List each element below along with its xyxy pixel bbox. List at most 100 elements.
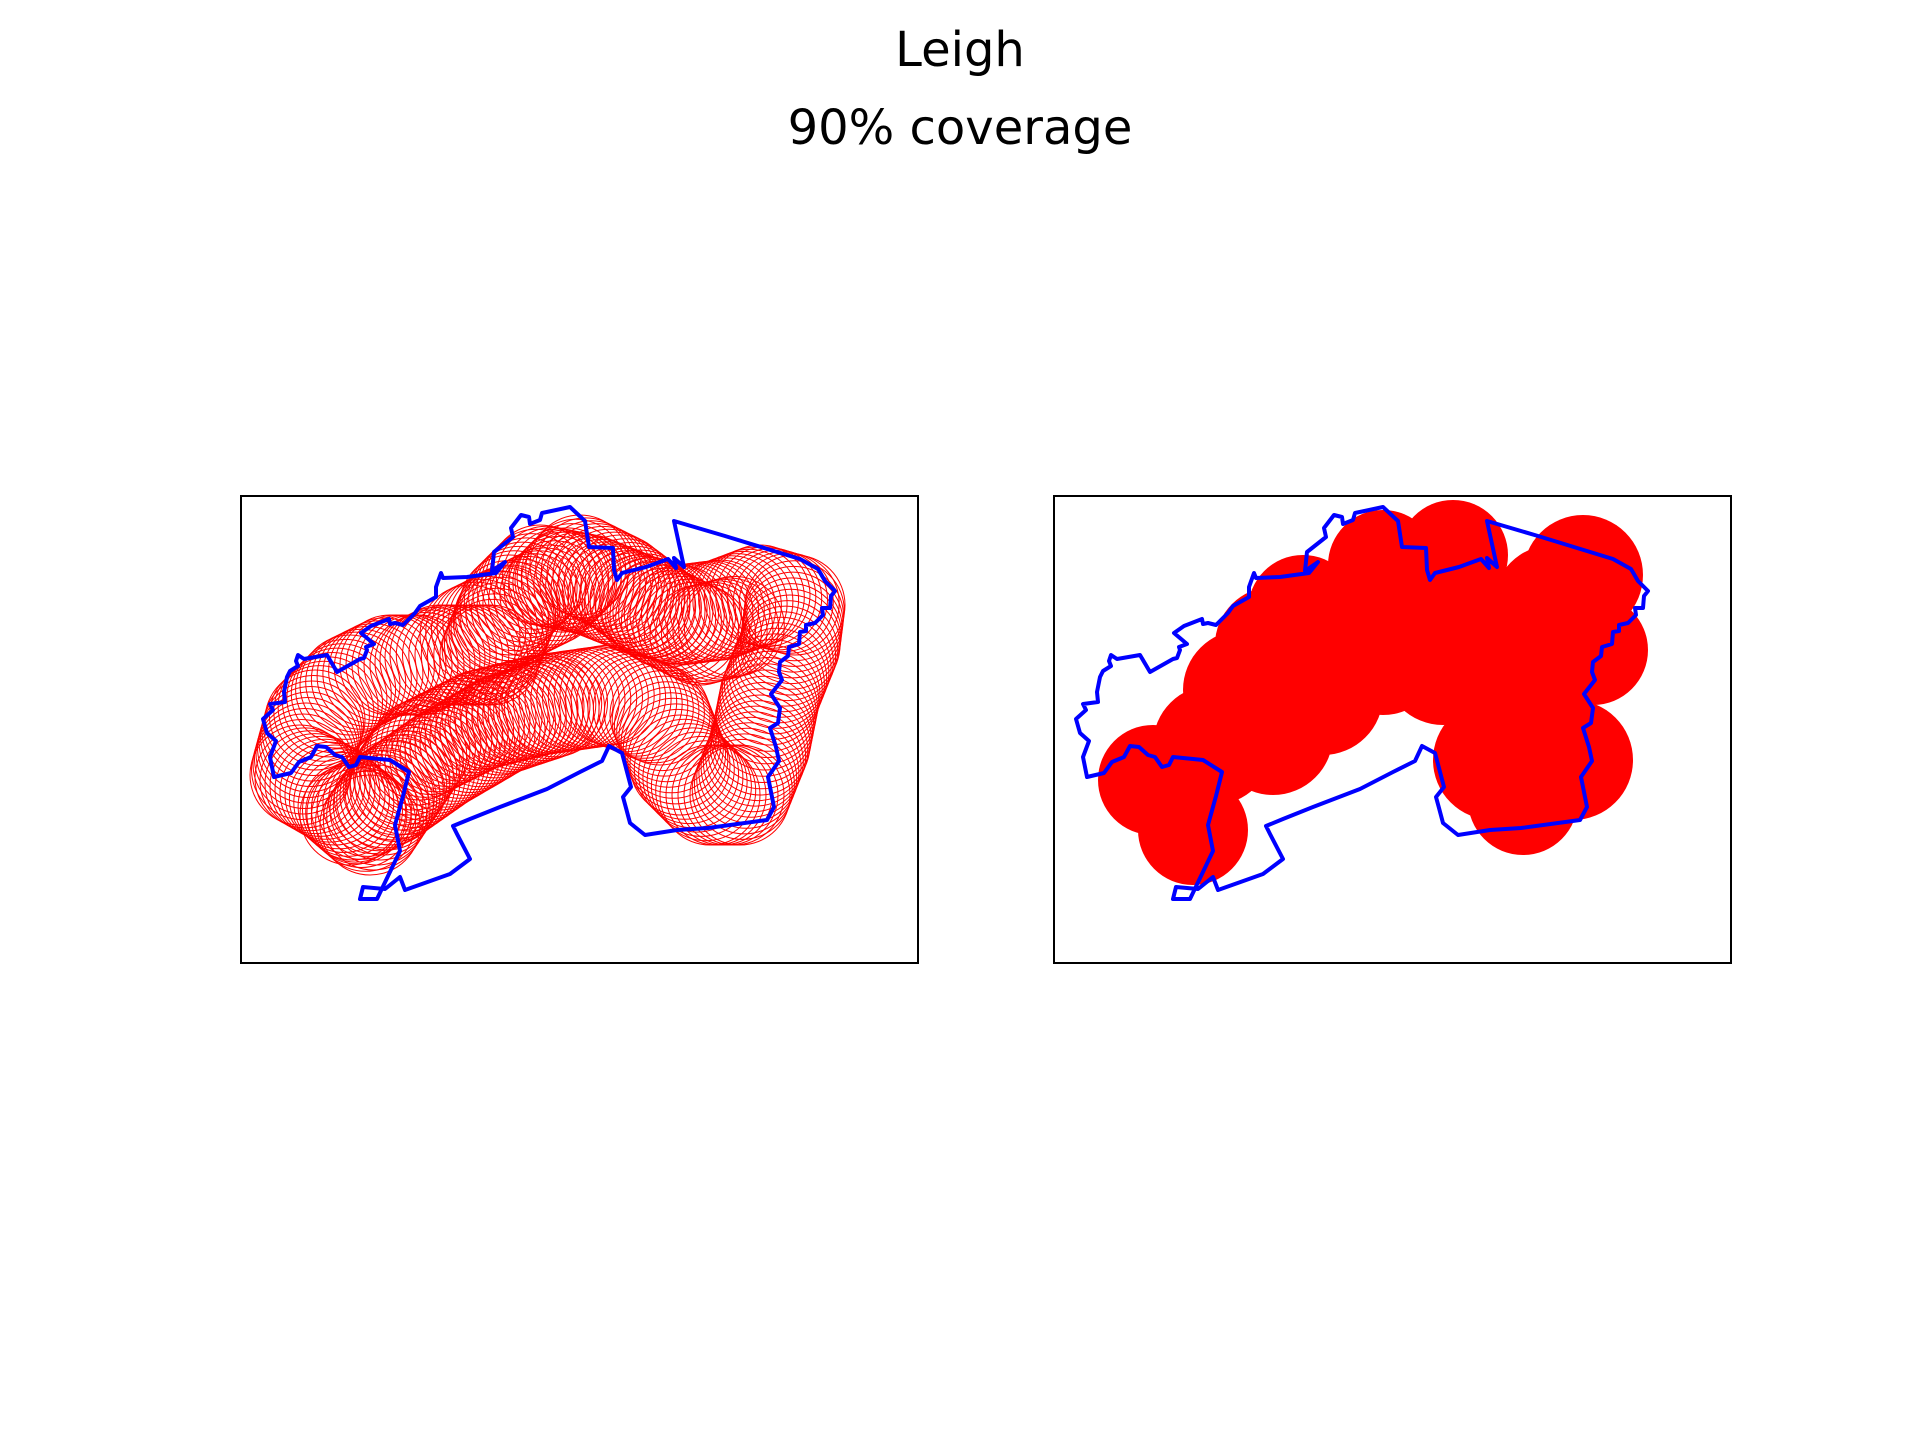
- coverage-circle: [693, 733, 795, 835]
- coverage-circle: [512, 531, 614, 633]
- coverage-circle: [260, 686, 361, 787]
- coverage-circle: [299, 634, 401, 736]
- coverage-circle: [569, 534, 671, 636]
- coverage-circle: [487, 661, 589, 763]
- coverage-circle: [508, 535, 610, 637]
- coverage-circle: [666, 580, 768, 682]
- figure-title: Leigh: [895, 22, 1025, 78]
- coverage-circle: [482, 663, 584, 765]
- coverage-circle: [286, 647, 388, 749]
- coverage-circle: [333, 747, 435, 849]
- figure-subtitle: 90% coverage: [787, 100, 1133, 156]
- coverage-circle: [322, 753, 424, 855]
- coverage-circle: [625, 703, 727, 805]
- coverage-circle: [615, 567, 717, 669]
- coverage-circle: [471, 667, 573, 769]
- coverage-circle: [579, 542, 681, 643]
- coverage-circle: [650, 735, 752, 837]
- coverage-circle: [482, 553, 584, 655]
- coverage-circle: [472, 541, 574, 643]
- coverage-circle: [384, 713, 486, 814]
- coverage-circle: [1213, 675, 1333, 795]
- boundary-outline: [1074, 505, 1650, 901]
- coverage-circle: [698, 548, 800, 650]
- coverage-circle: [672, 578, 774, 680]
- coverage-circle: [493, 547, 595, 649]
- coverage-circle: [274, 738, 376, 840]
- coverage-circle: [354, 734, 456, 835]
- coverage-circle: [632, 575, 734, 677]
- axes-frame: [1053, 495, 1732, 964]
- coverage-circle: [504, 656, 605, 758]
- coverage-circle: [563, 531, 665, 633]
- coverage-circle: [599, 557, 701, 658]
- coverage-circle: [737, 600, 839, 702]
- coverage-circle: [499, 544, 601, 646]
- coverage-circle: [620, 570, 722, 672]
- coverage-circle: [305, 631, 407, 733]
- coverage-panel-outline: [240, 495, 919, 964]
- coverage-circle: [470, 558, 572, 660]
- coverage-circle: [364, 727, 466, 828]
- coverage-circle: [295, 638, 397, 740]
- boundary-outline: [261, 505, 837, 901]
- coverage-circle: [359, 730, 461, 832]
- coverage-circle: [493, 660, 595, 761]
- coverage-circle: [730, 616, 832, 718]
- coverage-map-outline: [240, 495, 919, 964]
- coverage-circle: [362, 709, 464, 811]
- coverage-circle: [604, 560, 706, 662]
- coverage-circle: [700, 716, 802, 818]
- coverage-circle: [424, 689, 526, 791]
- coverage-circle: [404, 700, 506, 802]
- coverage-circle: [638, 723, 740, 825]
- coverage-circle: [675, 557, 777, 659]
- coverage-circle: [476, 665, 578, 767]
- axes-frame: [240, 495, 919, 964]
- coverage-circle: [626, 573, 728, 675]
- coverage-circle: [552, 525, 654, 627]
- coverage-circle: [627, 708, 729, 810]
- coverage-circle: [655, 740, 757, 842]
- coverage-circle: [254, 708, 355, 809]
- coverage-circle: [310, 628, 412, 730]
- coverage-panel-filled: [1053, 495, 1732, 964]
- coverage-circle: [394, 706, 496, 808]
- coverage-circle: [638, 578, 740, 680]
- coverage-circle: [546, 523, 648, 625]
- coverage-circle: [503, 540, 605, 642]
- coverage-circle: [251, 719, 352, 820]
- coverage-circle: [255, 702, 357, 804]
- coverage-circle: [413, 677, 515, 779]
- coverage-circle: [732, 551, 834, 653]
- coverage-circle: [465, 669, 567, 770]
- coverage-circle: [269, 735, 371, 837]
- coverage-circle: [261, 680, 363, 782]
- coverage-circle: [1398, 500, 1508, 610]
- coverage-circle: [646, 731, 748, 833]
- coverage-circle: [1468, 745, 1578, 855]
- coverage-circle: [339, 744, 441, 846]
- coverage-circle: [683, 575, 785, 677]
- coverage-circle: [498, 658, 600, 760]
- coverage-circle: [723, 633, 825, 735]
- coverage-circle: [691, 738, 793, 840]
- coverage-circle: [629, 714, 731, 816]
- coverage-circle: [399, 703, 501, 805]
- coverage-circle: [718, 650, 820, 752]
- coverage-circle: [686, 553, 788, 655]
- coverage-circle: [589, 549, 691, 651]
- coverage-circle: [450, 576, 552, 678]
- coverage-circle: [744, 554, 846, 656]
- coverage-circle: [705, 705, 807, 807]
- coverage-circle: [460, 670, 562, 772]
- coverage-circle: [328, 620, 430, 722]
- coverage-circle: [429, 686, 531, 788]
- coverage-circle: [402, 683, 504, 785]
- coverage-circle: [409, 697, 511, 799]
- coverage-circle: [258, 691, 360, 793]
- coverage-circle: [565, 646, 667, 748]
- coverage-map-filled: [1053, 495, 1732, 964]
- coverage-circle: [678, 577, 780, 679]
- coverage-circle: [290, 643, 392, 745]
